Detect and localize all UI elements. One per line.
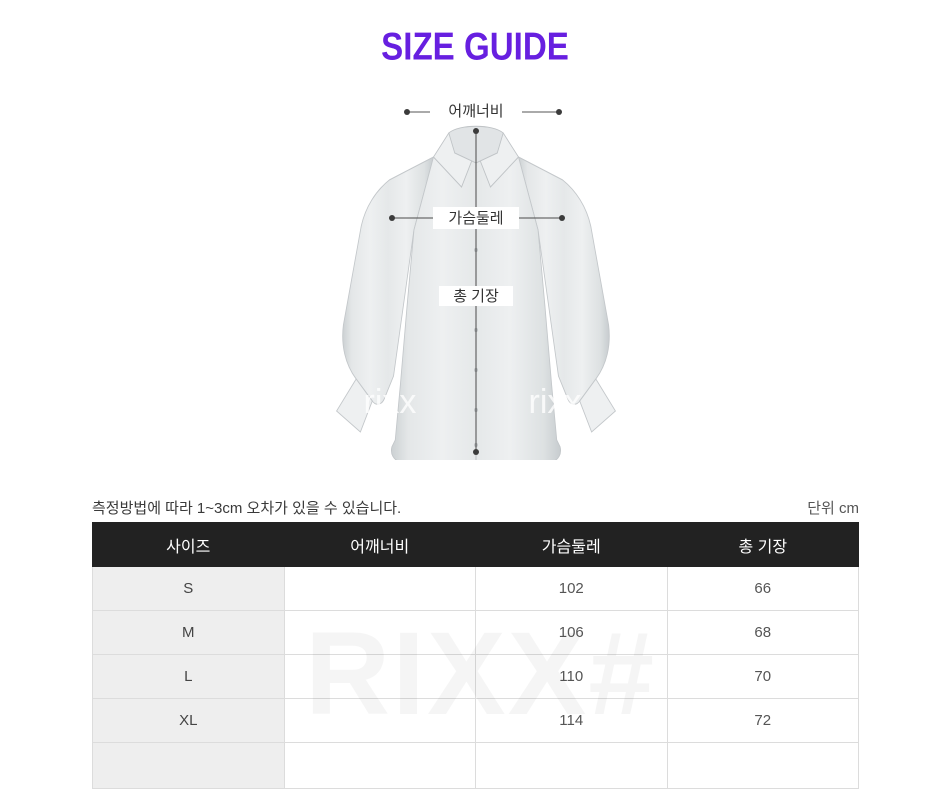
svg-text:rixx: rixx — [364, 383, 417, 421]
svg-text:rixx: rixx — [529, 383, 582, 421]
svg-text:총 기장: 총 기장 — [453, 288, 499, 305]
svg-text:가슴둘레: 가슴둘레 — [448, 210, 503, 227]
svg-text:어깨너비: 어깨너비 — [448, 103, 503, 120]
